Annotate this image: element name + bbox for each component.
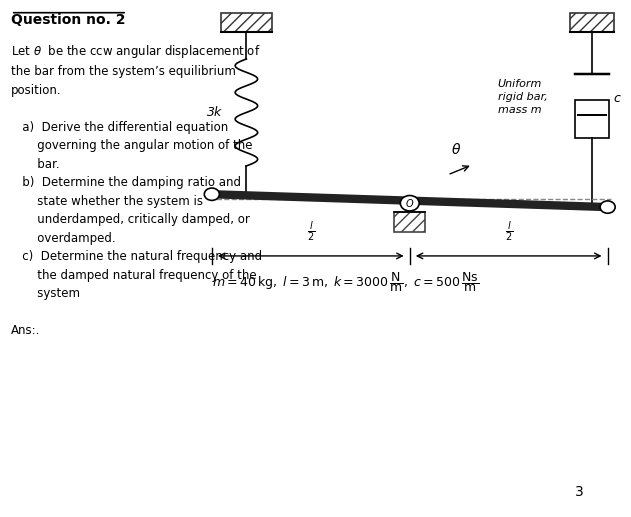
Text: Question no. 2: Question no. 2 (11, 13, 126, 27)
Text: Let $\theta$  be the ccw angular displacement of
the bar from the system’s equil: Let $\theta$ be the ccw angular displace… (11, 42, 262, 337)
Bar (570, 13, 614, 32)
Text: 3: 3 (575, 485, 584, 499)
Text: $\frac{l}{2}$: $\frac{l}{2}$ (307, 219, 315, 243)
Circle shape (400, 195, 419, 211)
Text: $\theta$: $\theta$ (451, 142, 461, 157)
Text: 3k: 3k (207, 106, 223, 119)
Bar (575, 100, 609, 138)
Circle shape (204, 188, 220, 201)
Bar (394, 212, 425, 232)
Circle shape (600, 201, 615, 213)
Text: $m = 40\,\mathrm{kg},\;l = 3\,\mathrm{m},\;k = 3000\,\dfrac{\mathrm{N}}{\mathrm{: $m = 40\,\mathrm{kg},\;l = 3\,\mathrm{m}… (212, 270, 479, 294)
Text: c: c (613, 92, 620, 105)
Text: O: O (406, 199, 413, 209)
Text: Uniform
rigid bar,
mass m: Uniform rigid bar, mass m (498, 79, 548, 115)
Bar (221, 13, 271, 32)
Text: $\frac{l}{2}$: $\frac{l}{2}$ (505, 219, 513, 243)
